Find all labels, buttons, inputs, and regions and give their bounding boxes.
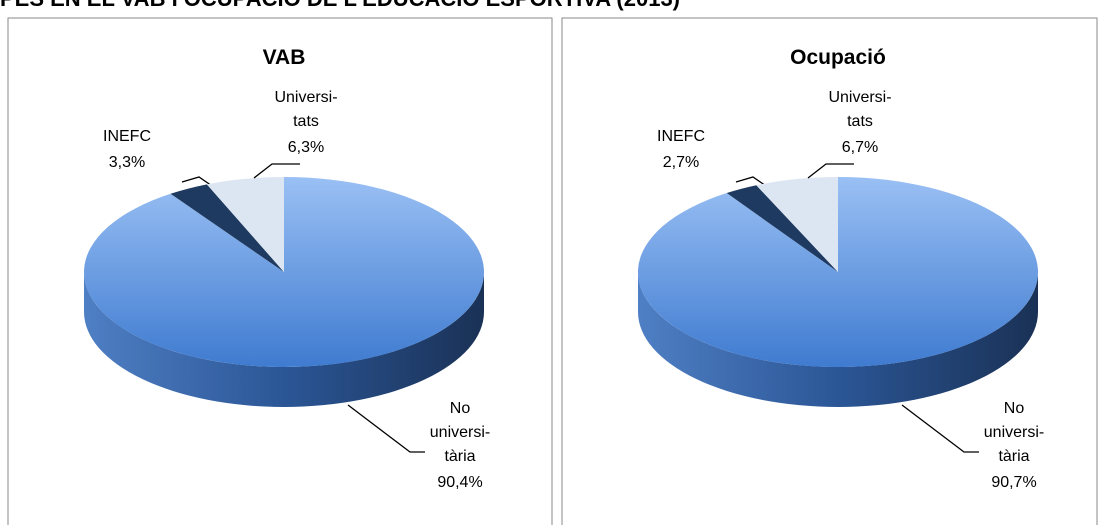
pie-slice [170, 184, 284, 272]
label-line: Universi- [828, 89, 891, 106]
slice-label: INEFC [657, 128, 705, 145]
slice-label: INEFC [103, 128, 151, 145]
pie-side [84, 272, 484, 407]
slice-label: No universi-tària [430, 400, 490, 465]
value-label: 90,4% [437, 474, 482, 491]
label-line: INEFC [103, 128, 151, 145]
page-title: PES EN EL VAB I OCUPACIÓ DE L'EDUCACIÓ E… [0, 0, 680, 11]
panel [561, 17, 1098, 530]
label-line: tària [444, 448, 475, 465]
slice-label: Universi-tats [828, 89, 891, 130]
value-label: 2,7% [663, 154, 699, 171]
pie-slice [756, 177, 838, 272]
chart-title: Ocupació [790, 46, 886, 69]
value-label: 90,7% [991, 474, 1036, 491]
label-line: tats [293, 113, 319, 130]
label-line: INEFC [657, 128, 705, 145]
leader-line [253, 163, 300, 179]
leader-line [347, 404, 425, 453]
label-line: tats [847, 113, 873, 130]
label-line: No [1004, 400, 1025, 417]
slice-label: No universi-tària [984, 400, 1044, 465]
label-line: tària [998, 448, 1029, 465]
pie-side [638, 272, 1038, 407]
leader-line [807, 163, 854, 179]
leader-line [901, 404, 979, 453]
pie-slice [637, 177, 1038, 367]
label-line: No [450, 400, 471, 417]
pie-slice [726, 185, 838, 272]
label-line: universi- [984, 424, 1044, 441]
value-label: 6,3% [288, 139, 324, 156]
label-line: universi- [430, 424, 490, 441]
value-label: 6,7% [842, 139, 878, 156]
label-line: Universi- [274, 89, 337, 106]
pie-slice [206, 177, 284, 272]
value-label: 3,3% [109, 154, 145, 171]
chart-title: VAB [263, 46, 306, 69]
slice-label: Universi-tats [274, 89, 337, 130]
panel [7, 17, 553, 530]
